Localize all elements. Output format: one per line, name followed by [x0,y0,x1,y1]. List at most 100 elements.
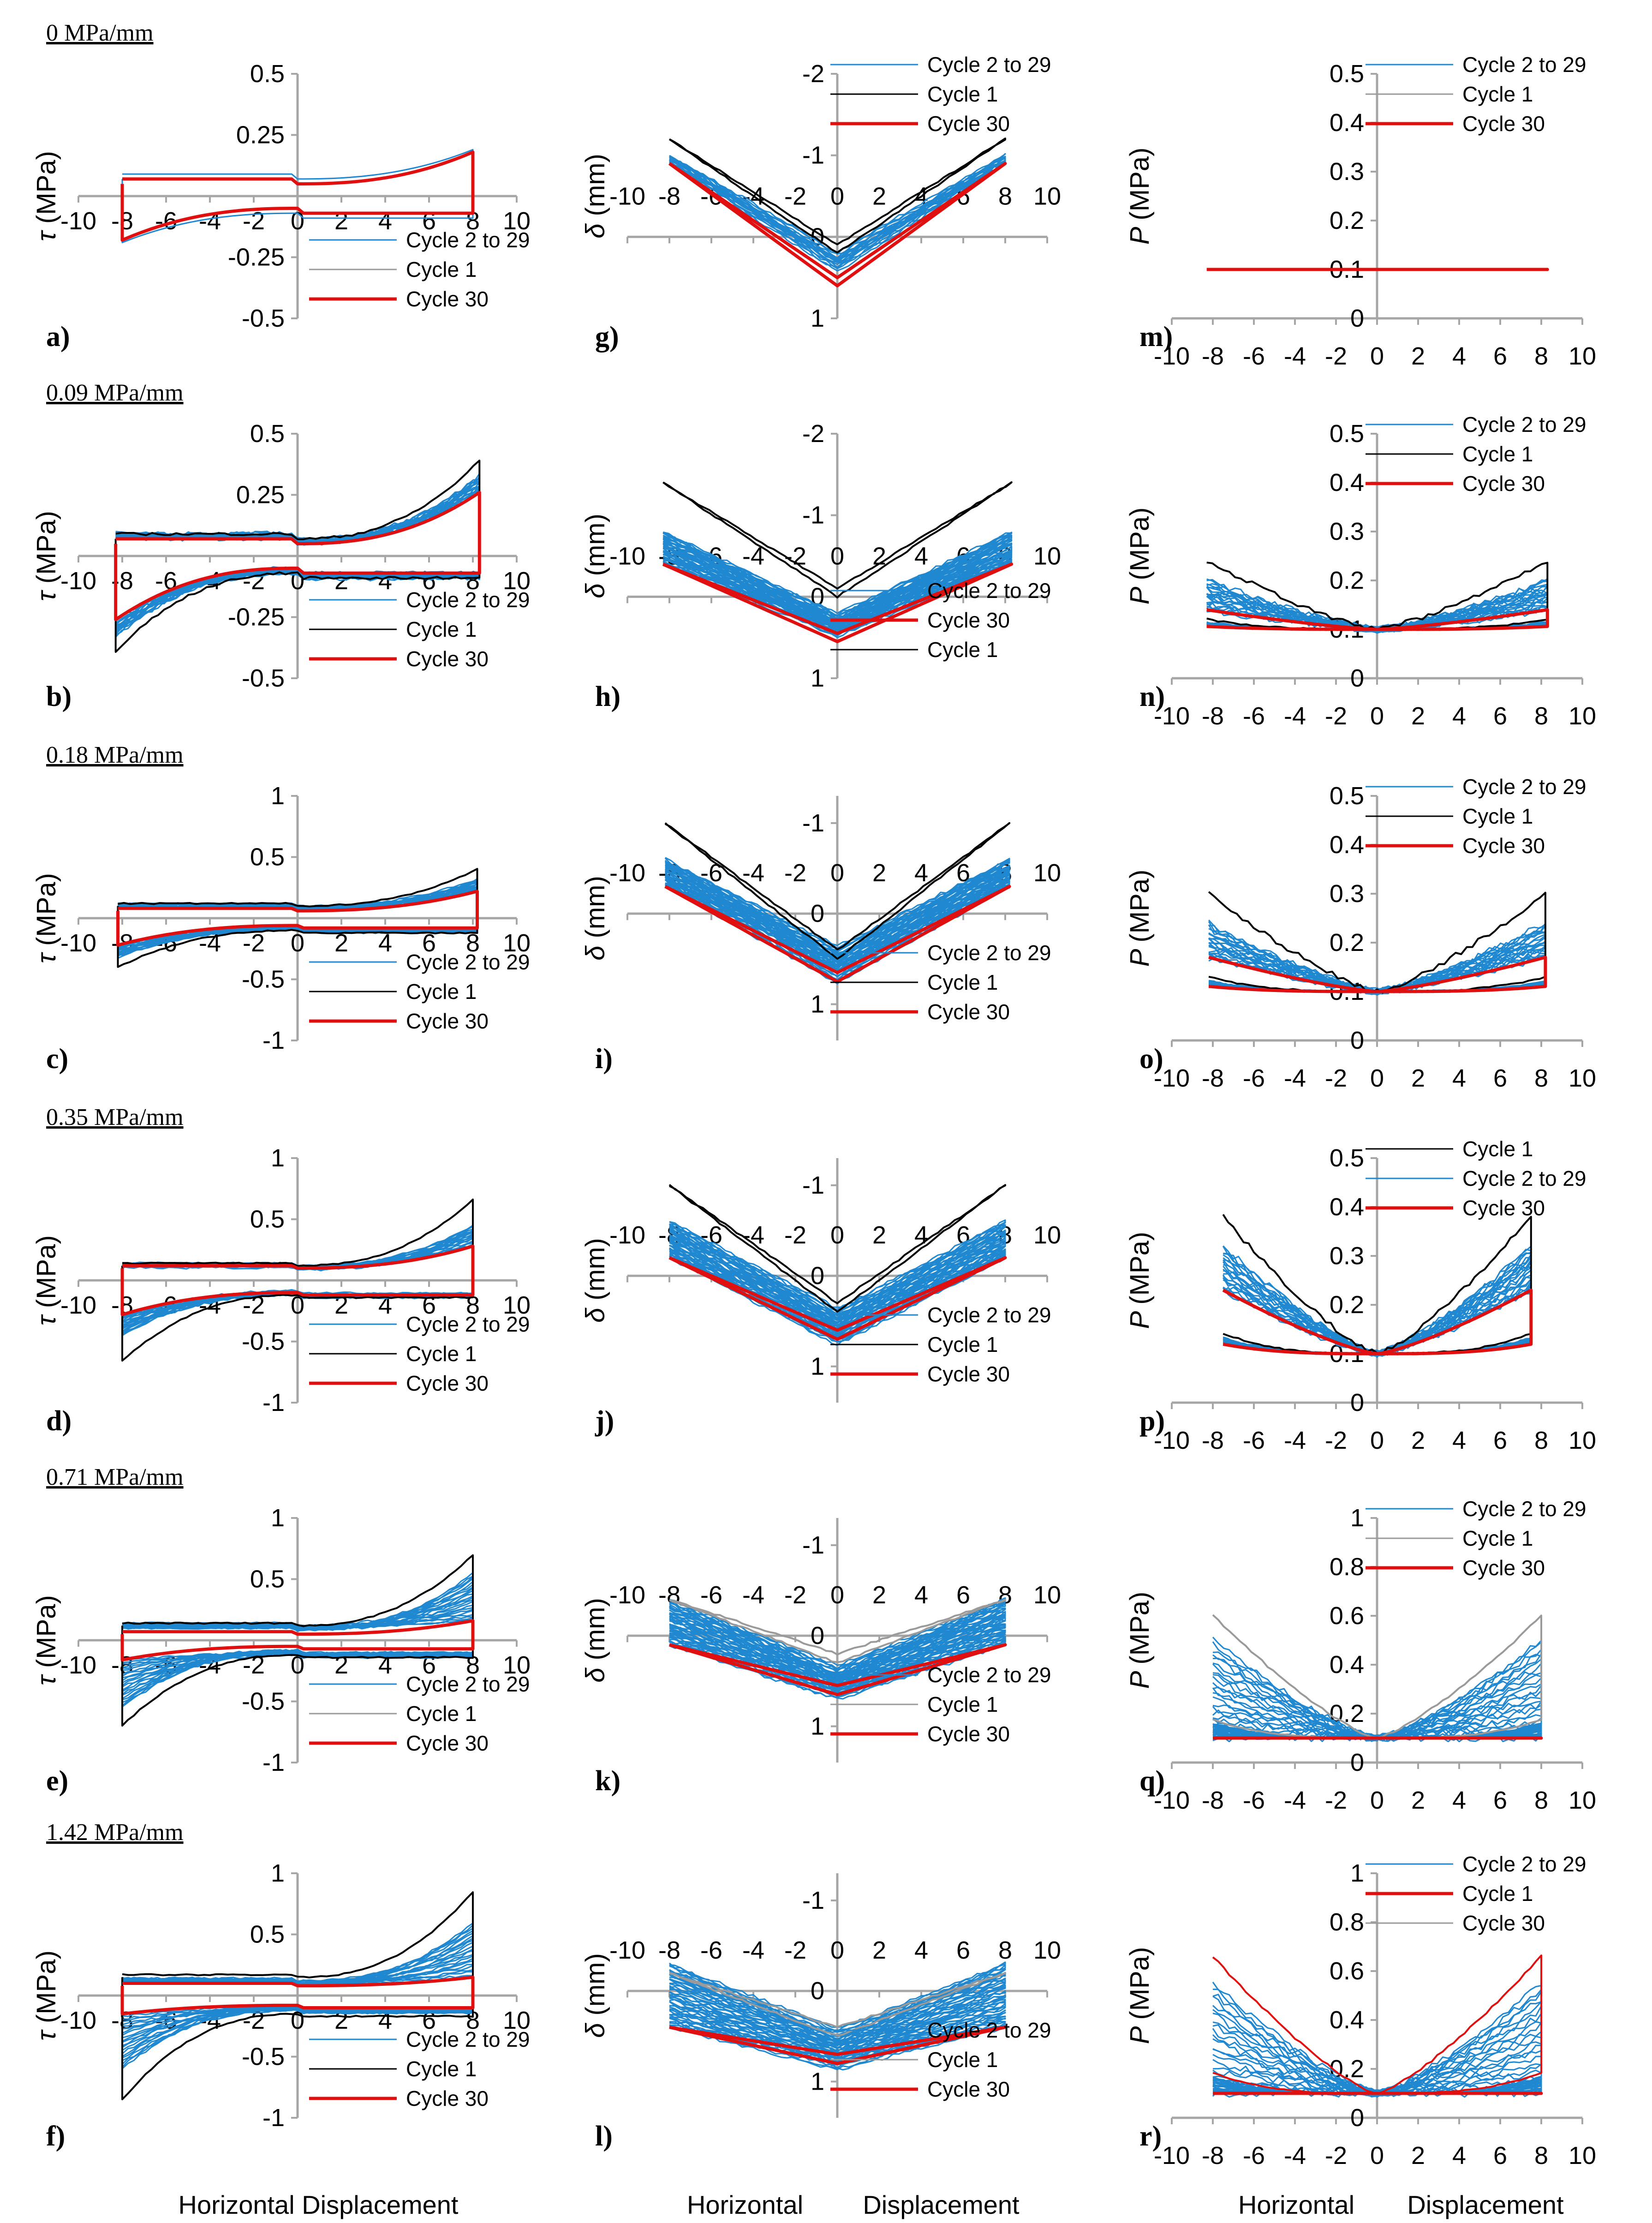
cycle-30-line [1208,956,1547,993]
x-tick-label: -8 [658,1936,680,1964]
x-tick-label: -2 [784,182,806,210]
legend-label: Cycle 30 [406,1731,489,1755]
y-tick-label: 1 [271,1504,285,1532]
x-tick-label: -2 [1325,342,1347,370]
y-tick-label: 0.5 [250,1566,285,1593]
x-tick-label: -4 [1284,2142,1306,2169]
data-series [668,1184,1007,1346]
data-series [120,1891,475,2100]
legend-label: Cycle 1 [927,2048,998,2072]
legend-label: Cycle 1 [927,638,998,662]
x-tick-label: -4 [199,207,221,235]
row-title: 0.71 MPa/mm [46,1464,184,1490]
y-tick-label: 0 [1350,305,1364,332]
y-tick-label: -1 [262,1749,285,1776]
panel-letter: f) [46,2121,65,2152]
y-axis-label: τ (MPa) [31,873,61,963]
y-tick-label: 0.6 [1330,1602,1364,1630]
data-series [120,1198,475,1362]
data-series [116,868,479,968]
panel-letter: o) [1139,1043,1163,1075]
x-tick-label: -4 [742,1936,764,1964]
y-tick-label: -1 [802,809,824,837]
cycle-1-line [121,1554,474,1727]
y-axis-label: δ (mm) [580,1238,610,1323]
y-axis-label: δ (mm) [580,1953,610,2038]
y-tick-label: -1 [802,1171,824,1199]
x-tick-label: 10 [1033,859,1061,887]
y-tick-label: 1 [271,1859,285,1887]
panel-letter: i) [595,1043,613,1075]
cycle-30-line [664,884,1011,983]
x-tick-label: 10 [1569,1427,1596,1454]
y-axis-label: P (MPa) [1125,1592,1155,1689]
y-tick-label: 0 [811,1977,824,2005]
x-tick-label: 10 [503,1291,531,1319]
data-series [1212,1614,1543,1743]
x-tick-label: -10 [1154,342,1190,370]
legend-label: Cycle 1 [1462,82,1533,106]
legend-label: Cycle 30 [1462,1911,1545,1935]
legend-label: Cycle 2 to 29 [1462,412,1586,436]
y-tick-label: 0.3 [1330,158,1364,185]
y-axis-label: P (MPa) [1125,508,1155,605]
y-tick-label: 1 [811,1352,824,1380]
legend-label: Cycle 30 [927,112,1010,136]
x-tick-label: 10 [1033,182,1061,210]
x-tick-label: 6 [1493,1064,1507,1092]
x-tick-label: 10 [1569,2142,1596,2169]
footer-xlabel-right-b: Displacement [1407,2190,1564,2219]
x-tick-label: 8 [1534,1427,1548,1454]
x-tick-label: -2 [784,542,806,570]
x-tick-label: -2 [784,1936,806,1964]
row-title: 0.35 MPa/mm [46,1104,184,1130]
y-tick-label: 0.2 [1330,929,1364,956]
x-tick-label: 2 [1411,1064,1425,1092]
x-tick-label: -6 [1243,1427,1265,1454]
x-tick-label: -4 [1284,1064,1306,1092]
y-tick-label: 0.3 [1330,880,1364,908]
y-tick-label: -0.5 [242,305,285,332]
y-tick-label: -1 [262,1027,285,1054]
cycle-30-line [668,161,1007,287]
y-tick-label: 0.4 [1330,1193,1364,1221]
y-axis-label: τ (MPa) [31,1595,61,1685]
x-tick-label: 10 [503,567,531,595]
x-tick-label: 0 [830,542,844,570]
data-series [1206,562,1549,634]
panel-letter: l) [595,2121,613,2152]
y-tick-label: 0 [1350,664,1364,692]
y-tick-label: 0.5 [250,843,285,871]
x-tick-label: 2 [1411,1427,1425,1454]
panel-a: -10 -8 -6 -4 -2 0 2 4 6 8 100.50.25-0.25-0.5τ (MPa… [31,20,531,353]
legend-label: Cycle 2 to 29 [1462,1166,1586,1190]
x-tick-label: 2 [872,1936,886,1964]
x-tick-label: -8 [1202,1787,1224,1814]
panel-letter: m) [1139,321,1173,353]
legend-label: Cycle 30 [406,647,489,671]
legend-label: Cycle 2 to 29 [406,1672,530,1696]
y-axis-label: δ (mm) [580,876,610,961]
x-tick-label: -6 [1243,342,1265,370]
x-tick-label: 6 [956,1581,970,1609]
panel-letter: n) [1139,681,1165,712]
cycle-30-line [1222,1288,1533,1356]
cycle-1-line [121,1891,474,2100]
x-tick-label: 4 [1452,1064,1466,1092]
x-tick-label: -8 [1202,342,1224,370]
y-axis-label: τ (MPa) [31,151,61,241]
y-axis-label: P (MPa) [1125,148,1155,245]
x-tick-label: 0 [1370,1064,1384,1092]
cycle-30-line [669,1643,1007,1697]
y-tick-label: 0.5 [1330,60,1364,88]
panel-letter: k) [595,1765,620,1797]
x-tick-label: 4 [378,207,392,235]
data-series [662,481,1014,643]
y-tick-label: -0.5 [242,1328,285,1356]
x-tick-label: 0 [830,182,844,210]
y-tick-label: 0.5 [250,60,285,88]
panel-letter: e) [46,1765,68,1797]
